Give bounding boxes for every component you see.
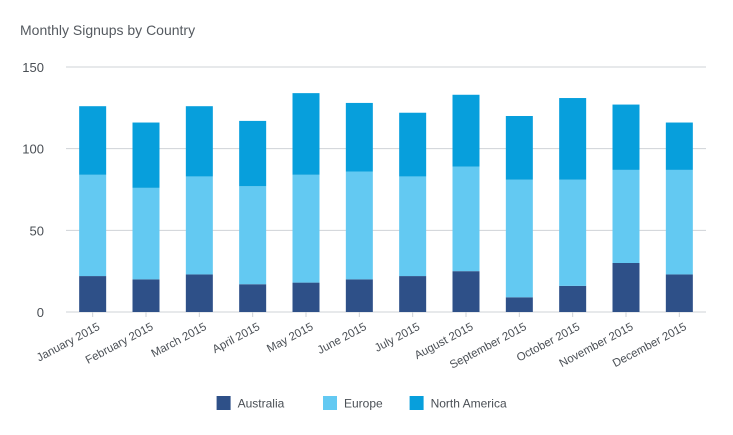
bar-segment — [505, 179, 533, 298]
bar-segment — [452, 271, 480, 312]
bar-segment — [345, 102, 373, 172]
bar-segment — [292, 282, 320, 312]
bar-segment — [132, 187, 160, 280]
bar-segment — [185, 106, 213, 177]
legend-label: North America — [431, 397, 507, 411]
bar-segment — [505, 116, 533, 180]
y-tick-label: 100 — [22, 142, 44, 157]
bar-segment — [505, 297, 533, 312]
bar-segment — [452, 166, 480, 272]
bar-segment — [665, 122, 693, 170]
bar-segment — [665, 274, 693, 312]
x-tick-label: June 2015 — [316, 321, 369, 357]
legend-label: Europe — [344, 397, 383, 411]
y-tick-label: 150 — [22, 60, 44, 75]
bar-segment — [185, 274, 213, 312]
bar-segment — [399, 276, 427, 312]
bar-segment — [239, 120, 267, 187]
bar-segment — [292, 174, 320, 283]
bar-segment — [239, 284, 267, 312]
x-tick-label: April 2015 — [211, 321, 262, 356]
bar-segment — [559, 285, 587, 312]
bar-segment — [559, 98, 587, 180]
bar-segment — [185, 176, 213, 275]
legend-swatch — [216, 396, 231, 410]
bar-segment — [665, 169, 693, 275]
chart-title: Monthly Signups by Country — [20, 22, 196, 38]
bar-segment — [132, 279, 160, 312]
bar-segment — [399, 176, 427, 277]
bar-segment — [612, 263, 640, 312]
x-tick-label: May 2015 — [265, 321, 315, 355]
legend-swatch — [409, 396, 424, 410]
bar-segment — [399, 112, 427, 177]
bar-segment — [345, 279, 373, 312]
bar-segment — [345, 171, 373, 280]
bar-segment — [239, 186, 267, 285]
bar-segment — [79, 276, 107, 312]
y-tick-label: 50 — [30, 223, 44, 238]
bar-segment — [612, 169, 640, 263]
x-tick-label: March 2015 — [149, 321, 208, 360]
bar-segment — [559, 179, 587, 286]
y-tick-label: 0 — [37, 305, 44, 320]
bar-segment — [612, 104, 640, 170]
bar-segment — [79, 106, 107, 175]
legend-label: Australia — [238, 397, 285, 411]
bar-segment — [452, 94, 480, 167]
legend-swatch — [323, 396, 337, 410]
bar-segment — [132, 122, 160, 188]
bar-segment — [292, 93, 320, 175]
bar-segment — [79, 174, 107, 277]
